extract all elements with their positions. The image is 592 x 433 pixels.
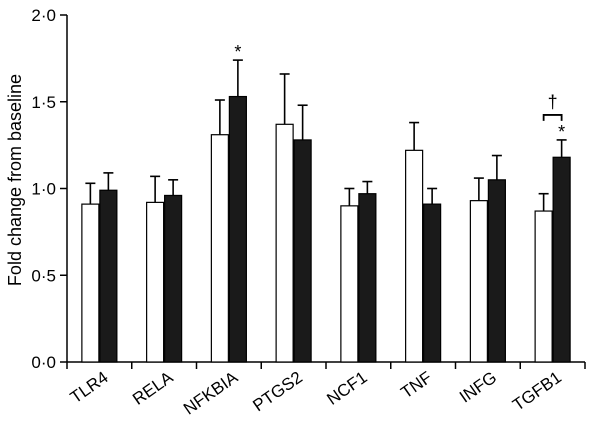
bar xyxy=(164,194,183,363)
x-tick-label: INFG xyxy=(456,368,500,407)
x-tick-label: TNF xyxy=(397,368,435,403)
significance-star: * xyxy=(234,42,241,62)
x-axis: TLR4 RELA NFKBIA PTGS2 NCF1 TNF INFG TGFB1 xyxy=(66,361,586,418)
significance-bracket xyxy=(542,114,563,121)
x-tick-label: RELA xyxy=(129,367,177,408)
x-tick-label: NFKBIA xyxy=(180,367,242,418)
bar xyxy=(487,179,506,363)
bar xyxy=(99,189,118,363)
bar xyxy=(210,134,229,363)
y-tick-label: 0·5 xyxy=(31,266,56,285)
bar xyxy=(405,149,424,363)
x-tick-label: PTGS2 xyxy=(249,368,306,416)
y-axis-title: Fold change from baseline xyxy=(5,74,25,286)
bar xyxy=(146,201,165,363)
x-tick-label: NCF1 xyxy=(323,368,370,409)
bar xyxy=(340,205,359,363)
annotations-group: **† xyxy=(234,42,565,142)
bar xyxy=(552,156,571,363)
y-tick-label: 1·5 xyxy=(31,93,56,112)
bar xyxy=(293,139,312,363)
x-tick-label: TGFB1 xyxy=(509,368,565,415)
bar xyxy=(228,95,247,363)
dagger-marker: † xyxy=(548,92,558,112)
x-tick-label: TLR4 xyxy=(67,368,112,407)
bars-group xyxy=(81,59,571,363)
bar xyxy=(469,200,488,363)
bar xyxy=(534,210,553,363)
bar xyxy=(358,193,377,363)
bar xyxy=(423,203,442,363)
bar xyxy=(81,203,100,363)
significance-star: * xyxy=(558,122,565,142)
y-axis: 0·0 0·5 1·0 1·5 2·0 xyxy=(31,6,68,372)
y-tick-label: 2·0 xyxy=(31,6,56,25)
y-tick-label: 1·0 xyxy=(31,180,56,199)
bar xyxy=(275,123,294,363)
y-tick-label: 0·0 xyxy=(31,353,56,372)
